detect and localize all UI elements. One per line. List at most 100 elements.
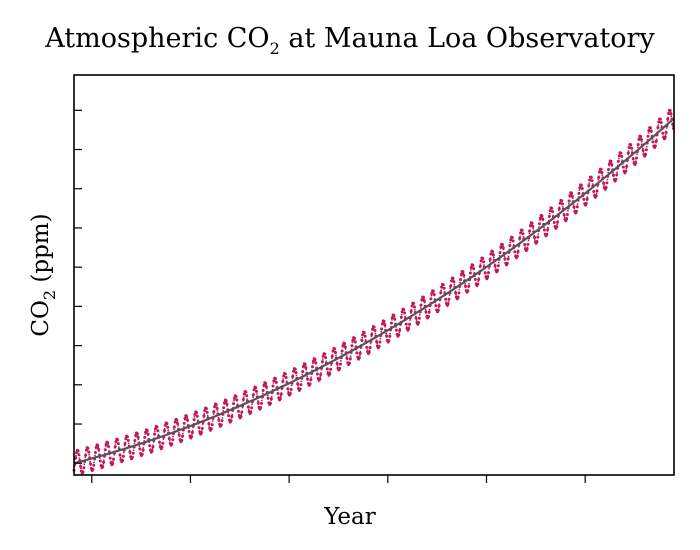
monthly-point bbox=[440, 285, 444, 289]
monthly-point bbox=[269, 401, 273, 405]
monthly-point bbox=[148, 444, 152, 448]
monthly-point bbox=[166, 425, 170, 429]
monthly-point bbox=[468, 271, 472, 275]
monthly-point bbox=[323, 352, 327, 356]
monthly-point bbox=[259, 406, 263, 410]
monthly-point bbox=[664, 131, 668, 134]
monthly-point bbox=[162, 429, 166, 433]
monthly-point bbox=[252, 388, 256, 392]
monthly-point bbox=[303, 362, 307, 366]
monthly-point bbox=[363, 334, 367, 338]
monthly-point bbox=[199, 431, 203, 435]
monthly-point bbox=[372, 325, 376, 329]
monthly-point bbox=[519, 231, 523, 235]
monthly-point bbox=[449, 279, 453, 283]
monthly-point bbox=[370, 333, 374, 337]
monthly-point bbox=[426, 315, 430, 319]
monthly-point bbox=[282, 374, 286, 378]
monthly-point bbox=[375, 340, 379, 344]
monthly-point bbox=[313, 357, 317, 361]
monthly-point bbox=[506, 257, 510, 261]
monthly-point bbox=[298, 387, 302, 391]
monthly-point bbox=[273, 377, 277, 381]
monthly-point bbox=[215, 406, 219, 410]
chart-title-prefix: Atmospheric CO bbox=[44, 23, 269, 54]
monthly-point bbox=[388, 334, 392, 338]
monthly-point bbox=[232, 402, 236, 406]
monthly-point bbox=[92, 463, 96, 467]
monthly-point bbox=[113, 445, 117, 449]
monthly-point bbox=[513, 250, 517, 254]
monthly-point bbox=[256, 401, 260, 405]
monthly-point bbox=[669, 112, 673, 116]
monthly-point bbox=[200, 427, 204, 431]
monthly-point bbox=[222, 401, 226, 405]
monthly-co2-line bbox=[73, 109, 675, 475]
monthly-point bbox=[338, 367, 342, 371]
monthly-point bbox=[368, 346, 372, 350]
monthly-point bbox=[577, 191, 581, 195]
monthly-point bbox=[151, 445, 155, 449]
monthly-point bbox=[118, 453, 122, 457]
monthly-point bbox=[180, 438, 184, 442]
monthly-point bbox=[619, 151, 623, 155]
chart-title: Atmospheric CO2 at Mauna Loa Observatory bbox=[44, 23, 655, 58]
monthly-point bbox=[607, 162, 611, 166]
monthly-point bbox=[491, 250, 495, 254]
monthly-point bbox=[106, 441, 110, 445]
monthly-point bbox=[590, 179, 594, 183]
monthly-point bbox=[402, 308, 406, 312]
x-axis-ticks bbox=[91, 475, 586, 483]
monthly-point bbox=[98, 459, 102, 463]
monthly-point bbox=[250, 406, 254, 410]
monthly-point bbox=[637, 137, 641, 141]
monthly-point bbox=[224, 399, 228, 403]
monthly-point bbox=[585, 197, 589, 201]
monthly-point bbox=[409, 309, 413, 313]
monthly-point bbox=[172, 425, 176, 429]
monthly-point bbox=[659, 121, 663, 125]
monthly-point bbox=[651, 140, 655, 144]
monthly-point bbox=[407, 327, 411, 331]
monthly-point bbox=[338, 362, 342, 366]
monthly-point bbox=[138, 447, 142, 451]
monthly-point bbox=[254, 386, 258, 390]
monthly-point bbox=[260, 401, 263, 405]
monthly-point bbox=[340, 349, 344, 353]
monthly-point bbox=[130, 455, 134, 459]
monthly-point bbox=[597, 170, 601, 174]
monthly-point bbox=[457, 291, 461, 295]
monthly-point bbox=[481, 256, 485, 260]
monthly-point bbox=[244, 390, 248, 394]
monthly-point bbox=[187, 429, 191, 433]
monthly-point bbox=[161, 441, 165, 445]
monthly-point bbox=[136, 435, 140, 439]
monthly-point bbox=[477, 278, 481, 282]
monthly-point bbox=[222, 406, 226, 410]
monthly-point bbox=[599, 167, 603, 171]
monthly-point bbox=[242, 392, 246, 396]
monthly-point bbox=[449, 284, 453, 288]
monthly-point bbox=[550, 206, 554, 210]
monthly-point bbox=[319, 373, 323, 377]
monthly-point bbox=[311, 359, 315, 363]
monthly-point bbox=[417, 316, 421, 320]
monthly-point bbox=[510, 236, 514, 240]
monthly-point bbox=[209, 427, 213, 431]
monthly-point bbox=[496, 268, 500, 272]
monthly-point bbox=[466, 289, 470, 293]
monthly-point bbox=[614, 177, 618, 181]
monthly-point bbox=[548, 209, 552, 213]
monthly-point bbox=[348, 357, 352, 361]
monthly-point bbox=[491, 253, 495, 257]
monthly-point bbox=[202, 414, 206, 418]
monthly-point bbox=[383, 323, 387, 327]
monthly-point bbox=[626, 151, 630, 155]
monthly-point bbox=[594, 194, 598, 198]
monthly-point bbox=[666, 117, 670, 121]
monthly-point bbox=[459, 272, 463, 276]
monthly-point bbox=[176, 422, 180, 426]
monthly-point bbox=[141, 448, 145, 452]
monthly-point bbox=[91, 467, 95, 471]
monthly-point bbox=[653, 144, 657, 148]
